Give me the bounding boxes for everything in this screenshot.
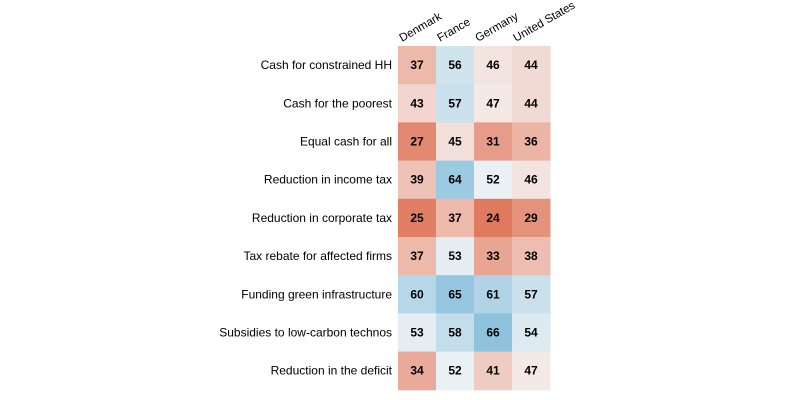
heatmap-cell: [474, 46, 513, 85]
cell-value-label: 37: [410, 58, 424, 72]
heatmap-cell: [436, 46, 475, 85]
row-label-reduction-in-income-tax: Reduction in income tax: [264, 173, 392, 187]
heatmap-cell: [474, 351, 513, 391]
cell-value-label: 31: [486, 135, 500, 149]
heatmap-cell: [398, 160, 437, 200]
cell-value-label: 37: [448, 211, 462, 225]
heatmap-cell: [436, 275, 475, 314]
cell-value-label: 64: [448, 173, 462, 187]
row-labels: Cash for constrained HH Cash for the poor…: [219, 58, 392, 378]
heatmap-cell: [398, 46, 437, 85]
heatmap-cell: [398, 237, 437, 276]
column-label-denmark: Denmark: [398, 11, 445, 45]
cell-value-label: 57: [524, 287, 538, 301]
heatmap-cell: [474, 84, 513, 123]
cell-value-label: 29: [524, 211, 538, 225]
cell-value-label: 46: [524, 173, 538, 187]
cell-value-label: 53: [448, 249, 462, 263]
cell-value-label: 65: [448, 287, 462, 301]
heatmap-cell: [436, 122, 475, 162]
cell-value-label: 47: [524, 364, 538, 378]
cell-value-label: 36: [524, 135, 538, 149]
heatmap-cell: [436, 198, 475, 238]
cell-value-label: 34: [410, 364, 424, 378]
heatmap-cell: [512, 275, 551, 314]
cell-value-label: 44: [524, 96, 538, 110]
row-label-cash-for-the-poorest: Cash for the poorest: [283, 96, 392, 110]
heatmap-cell: [512, 313, 551, 353]
heatmap-cell: [474, 313, 513, 353]
cell-value-label: 53: [410, 326, 424, 340]
cell-value-label: 44: [524, 58, 538, 72]
cell-value-label: 52: [448, 364, 462, 378]
heatmap-cell: [512, 351, 551, 391]
heatmap-cell: [398, 122, 437, 162]
heatmap-cell: [436, 351, 475, 391]
cell-value-label: 61: [486, 287, 500, 301]
heatmap-cell: [512, 160, 551, 200]
cell-value-label: 37: [410, 249, 424, 263]
cell-value-label: 41: [486, 364, 500, 378]
heatmap-cell: [436, 237, 475, 276]
heatmap-cell: [474, 275, 513, 314]
cell-value-label: 47: [486, 96, 500, 110]
cell-value-label: 25: [410, 211, 424, 225]
column-label-united-states: United States: [512, 0, 578, 45]
heatmap-cell: [436, 313, 475, 353]
heatmap-cell: [436, 84, 475, 123]
heatmap-cell: [398, 351, 437, 391]
cell-value-label: 52: [486, 173, 500, 187]
heatmap-cell: [474, 198, 513, 238]
heatmap-cell: [398, 84, 437, 123]
cell-value-label: 66: [486, 326, 500, 340]
cell-value-label: 46: [486, 58, 500, 72]
row-label-tax-rebate-for-affected-firms: Tax rebate for affected firms: [243, 249, 392, 263]
heatmap-cell: [512, 46, 551, 85]
heatmap-cell: [512, 237, 551, 276]
cell-value-label: 58: [448, 326, 462, 340]
row-label-subsidies-to-low-carbon-technos: Subsidies to low-carbon technos: [219, 326, 392, 340]
cell-value-label: 38: [524, 249, 538, 263]
row-label-reduction-in-corporate-tax: Reduction in corporate tax: [252, 211, 392, 225]
heatmap-cell: [474, 122, 513, 162]
heatmap-cell: [474, 237, 513, 276]
cell-value-label: 57: [448, 96, 462, 110]
heatmap-cell: [512, 198, 551, 238]
cell-value-label: 54: [524, 326, 538, 340]
row-label-equal-cash-for-all: Equal cash for all: [300, 135, 392, 149]
row-label-reduction-in-the-deficit: Reduction in the deficit: [271, 364, 393, 378]
cell-value-label: 39: [410, 173, 424, 187]
cell-value-label: 45: [448, 135, 462, 149]
heatmap-cell: [474, 160, 513, 200]
cell-value-label: 33: [486, 249, 500, 263]
cell-value-label: 27: [410, 135, 424, 149]
cell-value-label: 56: [448, 58, 462, 72]
heatmap-cell: [436, 160, 475, 200]
heatmap-cells: 37 56 46 44 43 57 47 44 27 45 31 36 39 64 52 46 25 37 24 29…: [398, 46, 551, 391]
cell-value-label: 60: [410, 287, 424, 301]
heatmap-cell: [512, 84, 551, 123]
row-label-funding-green-infrastructure: Funding green infrastructure: [241, 287, 392, 301]
heatmap-cell: [398, 275, 437, 314]
heatmap-cell: [398, 313, 437, 353]
row-label-cash-for-constrained-hh: Cash for constrained HH: [261, 58, 392, 72]
heatmap-cell: [512, 122, 551, 162]
cell-value-label: 24: [486, 211, 500, 225]
heatmap-cell: [398, 198, 437, 238]
cell-value-label: 43: [410, 96, 424, 110]
